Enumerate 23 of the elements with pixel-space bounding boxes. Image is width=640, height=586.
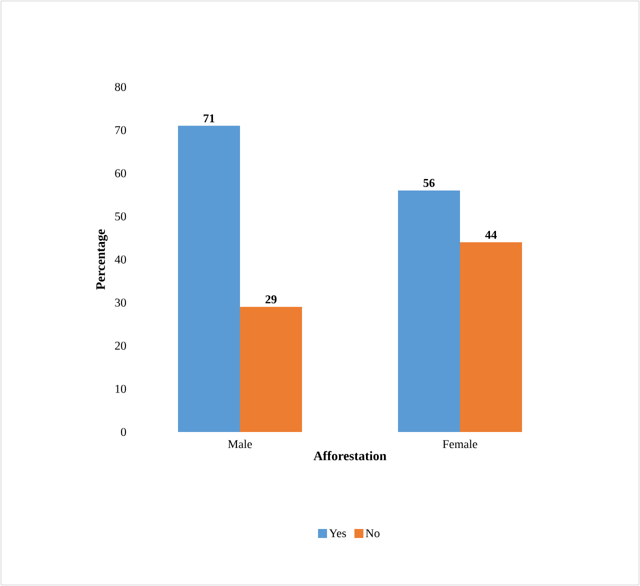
y-tick-label: 60 bbox=[115, 169, 126, 178]
data-label: 29 bbox=[266, 295, 277, 304]
data-label: 44 bbox=[485, 230, 497, 239]
y-tick-label: 20 bbox=[115, 342, 126, 350]
legend-label: Yes bbox=[329, 529, 346, 538]
data-label: 56 bbox=[424, 178, 435, 187]
y-tick-label: 80 bbox=[114, 82, 126, 92]
y-axis-title: Percentage bbox=[96, 229, 108, 290]
x-tick-label: Male bbox=[228, 440, 252, 448]
bar bbox=[240, 306, 302, 432]
data-label: 71 bbox=[204, 114, 214, 122]
y-tick-label: 0 bbox=[120, 428, 126, 436]
y-tick-label: 70 bbox=[115, 126, 126, 134]
bar bbox=[178, 126, 240, 432]
bar bbox=[460, 242, 522, 432]
y-tick-label: 10 bbox=[116, 384, 126, 393]
y-tick-label: 40 bbox=[114, 255, 126, 264]
x-axis-title: Afforestation bbox=[314, 451, 386, 460]
legend-label: No bbox=[366, 529, 380, 538]
y-tick-label: 30 bbox=[115, 298, 126, 307]
y-tick-label: 50 bbox=[115, 212, 126, 220]
bar bbox=[398, 190, 460, 432]
x-tick-label: Female bbox=[442, 440, 478, 448]
